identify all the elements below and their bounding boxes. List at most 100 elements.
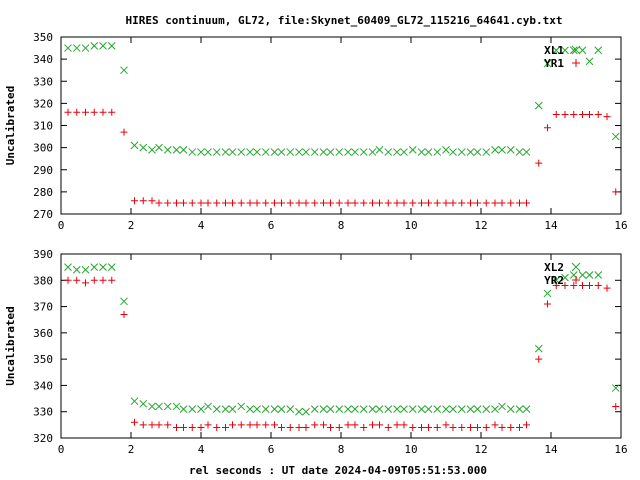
legend-label: YR2 xyxy=(544,274,564,287)
data-point xyxy=(612,188,620,196)
x-tick-label: 10 xyxy=(404,443,417,456)
y-tick-label: 330 xyxy=(33,75,53,88)
y-tick-label: 350 xyxy=(33,31,53,44)
data-point xyxy=(228,405,237,413)
data-point xyxy=(482,405,491,413)
data-point xyxy=(120,297,128,306)
data-point xyxy=(270,148,279,156)
data-point xyxy=(515,148,524,156)
data-point xyxy=(409,423,417,431)
data-point xyxy=(474,199,481,207)
data-point xyxy=(417,405,426,413)
data-point xyxy=(107,263,116,271)
data-point xyxy=(393,421,401,429)
data-point xyxy=(552,282,560,290)
x-tick-label: 6 xyxy=(268,219,275,232)
data-point xyxy=(442,199,450,207)
data-point xyxy=(302,199,310,207)
data-point xyxy=(197,423,205,431)
data-point xyxy=(64,44,72,52)
data-point xyxy=(320,421,327,429)
data-point xyxy=(522,405,531,413)
data-point xyxy=(278,423,285,431)
data-point xyxy=(295,148,303,156)
data-point xyxy=(253,405,261,413)
plot-panel-2: 0 2 4 6 8 10 12 14 16 320 330 340 350 360 370 380 390 Unc… xyxy=(4,248,628,456)
data-point xyxy=(516,423,523,431)
x-axis-label: rel seconds : UT date 2024-04-09T05:51:5… xyxy=(189,464,487,477)
data-point xyxy=(534,101,543,110)
data-point xyxy=(64,108,72,116)
data-point xyxy=(228,148,237,156)
data-point xyxy=(552,46,561,55)
data-point xyxy=(515,405,524,413)
data-point xyxy=(319,405,328,413)
data-point xyxy=(213,199,221,207)
data-point xyxy=(586,110,593,118)
x-tick-label: 0 xyxy=(58,443,65,456)
data-point xyxy=(360,423,368,431)
data-point xyxy=(351,405,359,413)
data-point xyxy=(229,199,236,207)
data-point xyxy=(506,145,515,154)
data-point xyxy=(594,271,603,279)
data-point xyxy=(570,282,578,290)
figure-title: HIRES continuum, GL72, file:Skynet_60409… xyxy=(125,14,562,27)
data-point xyxy=(212,148,221,156)
data-point xyxy=(164,199,172,207)
data-point xyxy=(418,199,425,207)
data-point xyxy=(326,405,335,413)
x-tick-label: 14 xyxy=(544,219,558,232)
data-point xyxy=(311,421,319,429)
y-tick-label: 300 xyxy=(33,142,53,155)
data-point xyxy=(442,145,450,154)
data-point xyxy=(359,405,368,413)
data-point xyxy=(327,199,334,207)
data-point xyxy=(594,46,603,55)
series-XL1 xyxy=(64,41,620,156)
data-point xyxy=(197,199,205,207)
data-point xyxy=(130,397,139,406)
data-point xyxy=(246,199,254,207)
data-point xyxy=(442,421,450,429)
data-point xyxy=(81,44,90,52)
data-point xyxy=(222,423,229,431)
data-point xyxy=(498,423,506,431)
data-point xyxy=(376,199,383,207)
data-point xyxy=(180,423,187,431)
data-point xyxy=(188,148,197,156)
data-point xyxy=(246,148,254,156)
data-point xyxy=(482,423,490,431)
y-tick-label: 360 xyxy=(33,327,53,340)
series-YR1 xyxy=(64,108,620,207)
data-point xyxy=(408,145,417,154)
data-point xyxy=(458,199,466,207)
data-point xyxy=(351,199,359,207)
data-point xyxy=(578,46,587,55)
x-tick-label: 12 xyxy=(474,219,487,232)
data-point xyxy=(579,110,586,118)
data-point xyxy=(561,46,569,55)
data-point xyxy=(561,273,569,282)
x-tick-label: 16 xyxy=(614,443,627,456)
data-point xyxy=(90,108,98,116)
data-point xyxy=(90,41,99,50)
data-point xyxy=(335,148,344,156)
plot-panel-1: 0 2 4 6 8 10 12 14 16 270 280 290 300 310 320 330 340 350… xyxy=(4,31,628,232)
data-point xyxy=(179,145,188,154)
data-point xyxy=(139,197,147,205)
legend-label: YR1 xyxy=(544,57,564,70)
series-XL2 xyxy=(64,263,620,416)
data-point xyxy=(491,199,499,207)
data-point xyxy=(99,263,107,271)
data-point xyxy=(295,199,303,207)
data-point xyxy=(148,197,156,205)
data-point xyxy=(197,148,205,156)
data-point xyxy=(229,421,236,429)
data-point xyxy=(335,199,343,207)
data-point xyxy=(99,108,107,116)
data-point xyxy=(120,310,128,318)
data-point xyxy=(433,199,441,207)
data-point xyxy=(148,421,156,429)
